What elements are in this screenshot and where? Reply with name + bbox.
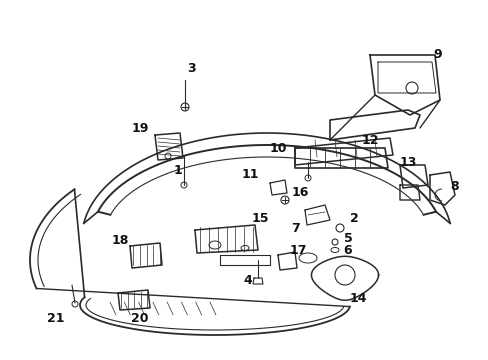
Text: 17: 17 [289, 243, 306, 256]
Text: 8: 8 [450, 180, 458, 193]
Text: 9: 9 [433, 49, 442, 62]
Text: 5: 5 [343, 231, 352, 244]
Text: 12: 12 [361, 134, 378, 147]
Text: 3: 3 [187, 62, 196, 75]
Text: 4: 4 [243, 274, 252, 287]
Text: 7: 7 [290, 221, 299, 234]
Text: 20: 20 [131, 311, 148, 324]
Text: 1: 1 [173, 163, 182, 176]
Text: 10: 10 [269, 141, 286, 154]
Text: 18: 18 [111, 234, 128, 247]
Text: 19: 19 [131, 122, 148, 135]
Text: 15: 15 [251, 211, 268, 225]
Text: 16: 16 [291, 185, 308, 198]
Text: 2: 2 [349, 211, 358, 225]
Text: 21: 21 [47, 311, 64, 324]
Text: 6: 6 [343, 243, 351, 256]
Text: 14: 14 [348, 292, 366, 305]
Text: 11: 11 [241, 168, 258, 181]
Text: 13: 13 [399, 157, 416, 170]
